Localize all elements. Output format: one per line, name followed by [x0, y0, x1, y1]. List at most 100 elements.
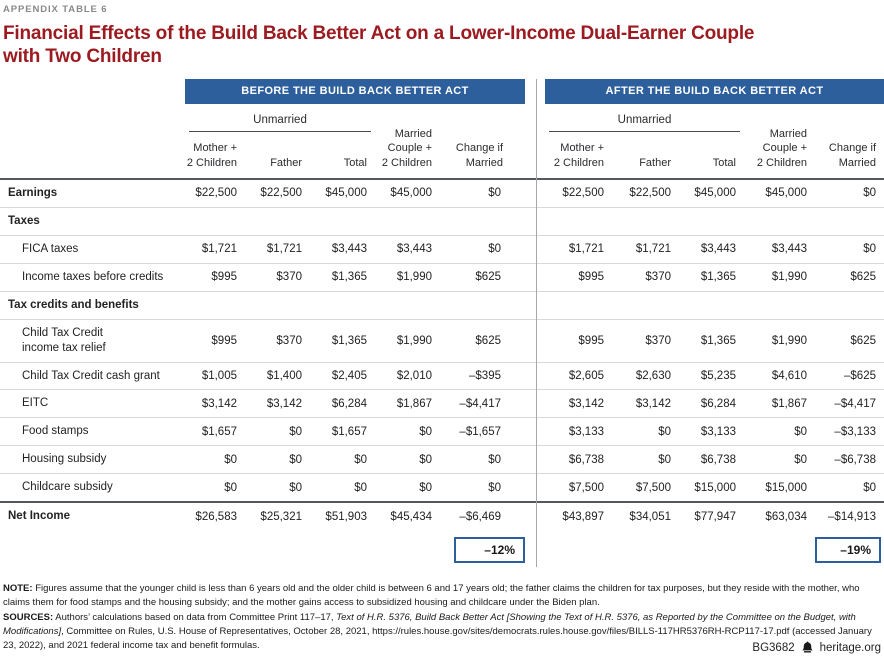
- table-cell: $0: [658, 453, 671, 466]
- table-cell: [310, 215, 375, 227]
- table-cell: $0: [658, 425, 671, 438]
- table-cell: $1,657: [201, 425, 237, 438]
- footer: BG3682 heritage.org: [752, 641, 881, 654]
- document-id: BG3682: [752, 641, 795, 654]
- table-row: EITC $3,142 $3,142 $6,284 $1,867 –$4,417 $3,14…: [0, 389, 884, 417]
- note-text: Figures assume that the younger child is…: [3, 583, 860, 609]
- heritage-bell-icon: [801, 641, 814, 654]
- table-cell: $625: [850, 271, 876, 284]
- table-cell: [679, 215, 744, 227]
- table-cell: $3,142: [568, 397, 604, 410]
- unmarried-group-label-after: Unmarried: [549, 114, 740, 133]
- column-header: Change if Married: [455, 142, 503, 169]
- table-cell: [245, 299, 310, 311]
- table-cell: $1,721: [568, 243, 604, 256]
- table-row: Child Tax Credit income tax relief $995 $3…: [0, 318, 884, 362]
- table-row: Income taxes before credits $995 $370 $1,36…: [0, 262, 884, 291]
- table-cell: $1,365: [331, 271, 367, 284]
- table-cell: $34,051: [629, 510, 671, 523]
- table-cell: $0: [289, 481, 302, 494]
- table-cell: $3,443: [700, 243, 736, 256]
- column-header: Father: [270, 156, 302, 169]
- table-cell: $45,000: [765, 187, 807, 200]
- table-cell: $7,500: [568, 481, 604, 494]
- table-cell: $1,005: [201, 369, 237, 382]
- percent-change-row: –12% –19%: [0, 530, 884, 567]
- table-cell: $4,610: [771, 369, 807, 382]
- website: heritage.org: [819, 641, 881, 654]
- column-header: Change if Married: [828, 142, 876, 169]
- table: BEFORE THE BUILD BACK BETTER ACT AFTER T…: [0, 79, 884, 568]
- column-header: Mother + 2 Children: [186, 142, 237, 169]
- row-label: EITC: [22, 397, 49, 410]
- table-cell: $2,405: [331, 369, 367, 382]
- table-cell: $22,500: [195, 187, 237, 200]
- table-cell: $0: [354, 453, 367, 466]
- row-label: Earnings: [8, 186, 58, 199]
- row-label: Tax credits and benefits: [8, 298, 139, 311]
- row-label: Child Tax Credit income tax relief: [22, 326, 106, 354]
- appendix-table-label: APPENDIX TABLE 6: [3, 4, 108, 15]
- table-cell: $370: [645, 271, 671, 284]
- table-cell: $995: [578, 334, 604, 347]
- table-cell: $625: [475, 271, 501, 284]
- percent-change-before-box: –12%: [454, 537, 525, 564]
- table-cell: [545, 215, 612, 227]
- sources-label: SOURCES:: [3, 611, 54, 623]
- after-act-header: AFTER THE BUILD BACK BETTER ACT: [545, 79, 884, 105]
- table-cell: [612, 215, 679, 227]
- percent-change-after-box: –19%: [815, 537, 881, 564]
- table-cell: $0: [289, 425, 302, 438]
- table-cell: $2,630: [635, 369, 671, 382]
- table-cell: $0: [354, 481, 367, 494]
- table-cell: [545, 299, 612, 311]
- table-cell: $1,990: [396, 334, 432, 347]
- column-header: Mother + 2 Children: [553, 142, 604, 169]
- table-row: FICA taxes $1,721 $1,721 $3,443 $3,443 $0 $1,7…: [0, 234, 884, 263]
- column-header-row: Unmarried Unmarried Mother + 2 Children F…: [0, 104, 884, 180]
- table-cell: $0: [863, 187, 876, 200]
- table-cell: [744, 299, 815, 311]
- row-label: Taxes: [8, 214, 40, 227]
- table-cell: $995: [211, 271, 237, 284]
- table-cell: –$395: [469, 369, 501, 382]
- table-row: Food stamps $1,657 $0 $1,657 $0 –$1,657 $3,133…: [0, 417, 884, 445]
- table-cell: $0: [488, 453, 501, 466]
- sources-text-segment: Text of H.R. 5376, Build Back Better Act…: [3, 611, 856, 637]
- table-cell: [815, 215, 884, 227]
- table-cell: $45,000: [694, 187, 736, 200]
- table-row: Housing subsidy $0 $0 $0 $0 $0 $6,738 $0 $6,738 $…: [0, 445, 884, 473]
- table-cell: $1,400: [266, 369, 302, 382]
- table-cell: $370: [645, 334, 671, 347]
- table-cell: $0: [224, 481, 237, 494]
- table-cell: [375, 215, 440, 227]
- table-cell: [440, 215, 525, 227]
- table-row: Child Tax Credit cash grant $1,005 $1,400 $…: [0, 361, 884, 390]
- sources-text: Authors’ calculations based on data from…: [3, 612, 872, 652]
- table-cell: $1,990: [396, 271, 432, 284]
- table-cell: –$3,133: [834, 425, 876, 438]
- table-cell: $3,443: [396, 243, 432, 256]
- row-label: Food stamps: [22, 425, 89, 438]
- table-cell: $77,947: [694, 510, 736, 523]
- table-cell: $0: [488, 243, 501, 256]
- table-cell: $1,365: [331, 334, 367, 347]
- table-cell: $6,284: [331, 397, 367, 410]
- table-cell: $3,142: [635, 397, 671, 410]
- row-label: Child Tax Credit cash grant: [22, 369, 160, 382]
- column-header: Father: [639, 156, 671, 169]
- table-cell: $22,500: [260, 187, 302, 200]
- table-cell: $1,365: [700, 334, 736, 347]
- table-cell: $0: [488, 481, 501, 494]
- table-cell: $1,657: [331, 425, 367, 438]
- table-cell: –$4,417: [834, 397, 876, 410]
- table-row: Net Income $26,583 $25,321 $51,903 $45,434 –$…: [0, 501, 884, 530]
- table-cell: $1,721: [266, 243, 302, 256]
- table-cell: $3,142: [201, 397, 237, 410]
- table-cell: [245, 215, 310, 227]
- table-cell: $3,142: [266, 397, 302, 410]
- table-cell: –$6,469: [459, 510, 501, 523]
- table-cell: $2,010: [396, 369, 432, 382]
- table-cell: $6,738: [700, 453, 736, 466]
